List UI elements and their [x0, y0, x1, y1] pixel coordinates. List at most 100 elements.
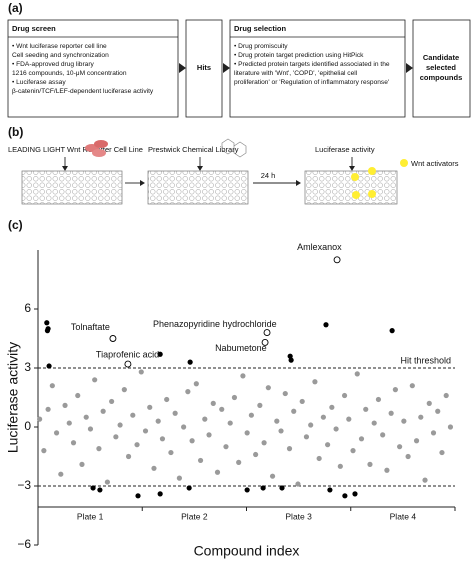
- point: [358, 436, 365, 442]
- box-title: Candidate: [423, 53, 459, 62]
- point: [96, 446, 102, 452]
- y-axis-title: Luciferase activity: [5, 342, 21, 453]
- y-tick-label: −6: [17, 537, 31, 551]
- point: [278, 428, 284, 434]
- cell-icon: [92, 149, 106, 157]
- point: [79, 461, 85, 467]
- point: [58, 471, 64, 477]
- list-item: proliferation' or 'Regulation of inflamm…: [234, 79, 389, 86]
- arrow: [179, 63, 186, 73]
- point-label: Tiaprofenic acid: [96, 349, 159, 359]
- point: [164, 396, 170, 403]
- point: [308, 422, 314, 428]
- list-item: • Wnt luciferase reporter cell line: [12, 43, 107, 50]
- point: [41, 448, 47, 454]
- point: [312, 379, 318, 385]
- point: [45, 406, 51, 412]
- panel-label: (a): [8, 1, 23, 15]
- point: [142, 428, 149, 434]
- point: [435, 408, 441, 414]
- point: [342, 493, 348, 499]
- point: [100, 408, 106, 414]
- plate-label: Plate 4: [390, 511, 417, 521]
- list-item: 1216 compounds, 10-μM concentration: [12, 70, 127, 77]
- plate: [147, 170, 249, 205]
- point: [46, 363, 52, 369]
- point: [384, 467, 390, 473]
- plate-label: Plate 1: [77, 511, 104, 521]
- point: [248, 412, 254, 418]
- point: [109, 398, 115, 405]
- y-tick-label: −3: [17, 478, 31, 492]
- point: [49, 383, 55, 389]
- point: [333, 426, 339, 432]
- point: [291, 408, 297, 414]
- named-hit: [263, 329, 271, 337]
- point: [121, 387, 127, 393]
- list-item: • Predicted protein targets identified a…: [234, 61, 390, 68]
- point: [274, 418, 280, 424]
- point: [397, 444, 403, 450]
- list-item: • Luciferase assay: [12, 79, 66, 86]
- box: [229, 19, 406, 118]
- point: [286, 446, 293, 452]
- point: [44, 320, 50, 326]
- point: [430, 430, 437, 436]
- point: [265, 385, 271, 391]
- point: [244, 430, 250, 436]
- point: [214, 469, 221, 475]
- point: [135, 493, 141, 499]
- point: [176, 475, 182, 481]
- point: [299, 398, 305, 405]
- point: [418, 414, 424, 420]
- point: [147, 404, 153, 410]
- point: [138, 369, 144, 375]
- point: [125, 453, 132, 460]
- box-title: selected: [426, 63, 456, 72]
- point: [70, 440, 77, 446]
- point: [37, 416, 43, 422]
- point: [282, 390, 288, 397]
- arrow: [223, 63, 230, 73]
- point: [157, 351, 163, 357]
- list-item: • Drug protein target prediction using H…: [234, 52, 364, 59]
- point: [329, 404, 335, 410]
- point-label: Phenazopyridine hydrochloride: [153, 319, 277, 329]
- point: [210, 400, 216, 406]
- plate: [21, 170, 123, 205]
- point: [422, 477, 428, 483]
- point: [413, 438, 420, 444]
- point: [90, 485, 96, 491]
- point: [193, 381, 199, 387]
- point-label: Tolnaftate: [71, 322, 110, 332]
- point: [320, 414, 326, 420]
- point: [45, 326, 51, 332]
- point: [151, 465, 157, 471]
- box-title: Drug screen: [12, 24, 56, 33]
- point: [367, 461, 373, 467]
- point: [206, 432, 212, 438]
- box: [7, 19, 179, 118]
- point: [53, 430, 60, 436]
- point: [392, 387, 398, 393]
- y-tick-label: 0: [24, 419, 31, 433]
- list-item: • FDA-approved drug library: [12, 61, 95, 68]
- point: [352, 491, 358, 497]
- point: [87, 426, 94, 432]
- point: [155, 418, 161, 424]
- point: [130, 412, 136, 418]
- box-title: Drug selection: [234, 24, 287, 33]
- time-label: 24 h: [261, 171, 276, 180]
- point: [257, 402, 263, 408]
- point: [447, 424, 454, 430]
- x-axis-title: Compound index: [194, 543, 300, 559]
- point: [66, 420, 72, 426]
- point: [354, 371, 360, 377]
- point: [375, 396, 382, 403]
- point: [253, 451, 259, 458]
- box: [185, 19, 223, 118]
- point: [316, 455, 322, 462]
- point: [261, 440, 267, 446]
- panel-label: (c): [8, 218, 23, 232]
- point: [443, 392, 449, 399]
